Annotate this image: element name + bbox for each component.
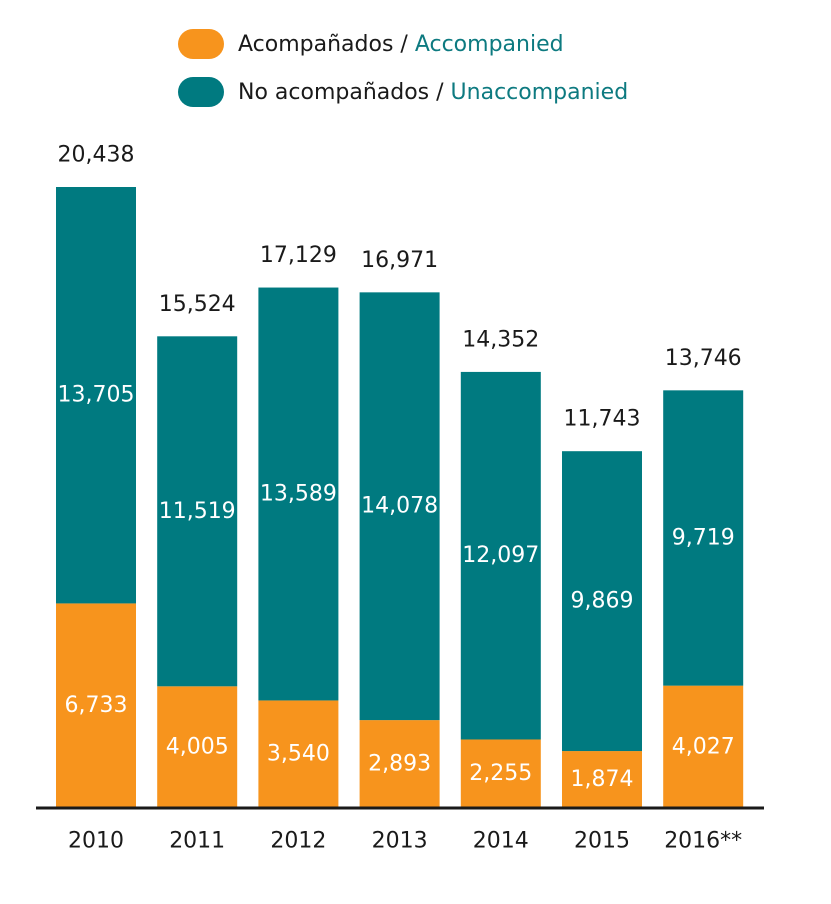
data-label-accompanied: 1,874: [571, 767, 634, 792]
x-tick-label: 2012: [270, 829, 326, 854]
x-tick-label: 2014: [473, 829, 529, 854]
data-label-accompanied: 4,005: [166, 735, 229, 760]
total-label: 17,129: [260, 243, 337, 268]
data-label-accompanied: 2,255: [469, 761, 532, 786]
data-label-accompanied: 6,733: [65, 693, 128, 718]
data-label-unaccompanied: 11,519: [159, 499, 236, 524]
legend-item-accompanied: Acompañados / Accompanied: [178, 20, 628, 68]
data-label-unaccompanied: 14,078: [361, 494, 438, 519]
legend: Acompañados / Accompanied No acompañados…: [178, 20, 628, 116]
x-tick-label: 2011: [169, 829, 225, 854]
data-label-accompanied: 3,540: [267, 742, 330, 767]
bar-unaccompanied: [460, 371, 541, 740]
bar-accompanied: [562, 751, 642, 808]
x-tick-label: 2016**: [664, 829, 742, 854]
bar-unaccompanied: [562, 451, 642, 752]
legend-label-unaccompanied: No acompañados / Unaccompanied: [238, 80, 628, 105]
bar-accompanied: [460, 739, 541, 808]
bar-unaccompanied: [56, 187, 136, 604]
total-label: 20,438: [58, 143, 135, 168]
total-label: 16,971: [361, 248, 438, 273]
bar-unaccompanied: [258, 287, 339, 701]
bar-unaccompanied: [359, 292, 440, 721]
total-label: 11,743: [564, 407, 641, 432]
legend-item-unaccompanied: No acompañados / Unaccompanied: [178, 68, 628, 116]
legend-label-es: Acompañados: [238, 31, 394, 57]
legend-swatch-accompanied: [178, 29, 224, 59]
bar-unaccompanied: [663, 390, 744, 686]
data-label-unaccompanied: 13,589: [260, 481, 337, 506]
legend-label-es: No acompañados: [238, 79, 430, 105]
x-tick-label: 2015: [574, 829, 630, 854]
bar-accompanied: [258, 700, 339, 808]
x-tick-label: 2010: [68, 829, 124, 854]
legend-swatch-unaccompanied: [178, 77, 224, 107]
data-label-unaccompanied: 13,705: [58, 383, 135, 408]
bar-accompanied: [157, 686, 238, 808]
bar-accompanied: [56, 603, 136, 808]
data-label-accompanied: 4,027: [672, 734, 735, 759]
legend-label-en: Unaccompanied: [450, 79, 629, 105]
labels-group: 6,733 13,705 20,438 2010 4,005 11,519 15,524 20…: [58, 143, 743, 854]
data-label-unaccompanied: 9,719: [672, 525, 735, 550]
bar-unaccompanied: [157, 336, 238, 687]
bars-group: [56, 187, 744, 808]
bar-accompanied: [359, 720, 440, 808]
bar-accompanied: [663, 685, 744, 808]
data-label-accompanied: 2,893: [368, 752, 431, 777]
legend-label-en: Accompanied: [414, 31, 564, 57]
data-label-unaccompanied: 9,869: [571, 589, 634, 614]
total-label: 14,352: [462, 327, 539, 352]
data-label-unaccompanied: 12,097: [462, 543, 539, 568]
total-label: 15,524: [159, 292, 236, 317]
x-tick-label: 2013: [372, 829, 428, 854]
total-label: 13,746: [665, 346, 742, 371]
legend-label-accompanied: Acompañados / Accompanied: [238, 32, 564, 57]
legend-separator: /: [393, 31, 415, 57]
legend-separator: /: [429, 79, 451, 105]
